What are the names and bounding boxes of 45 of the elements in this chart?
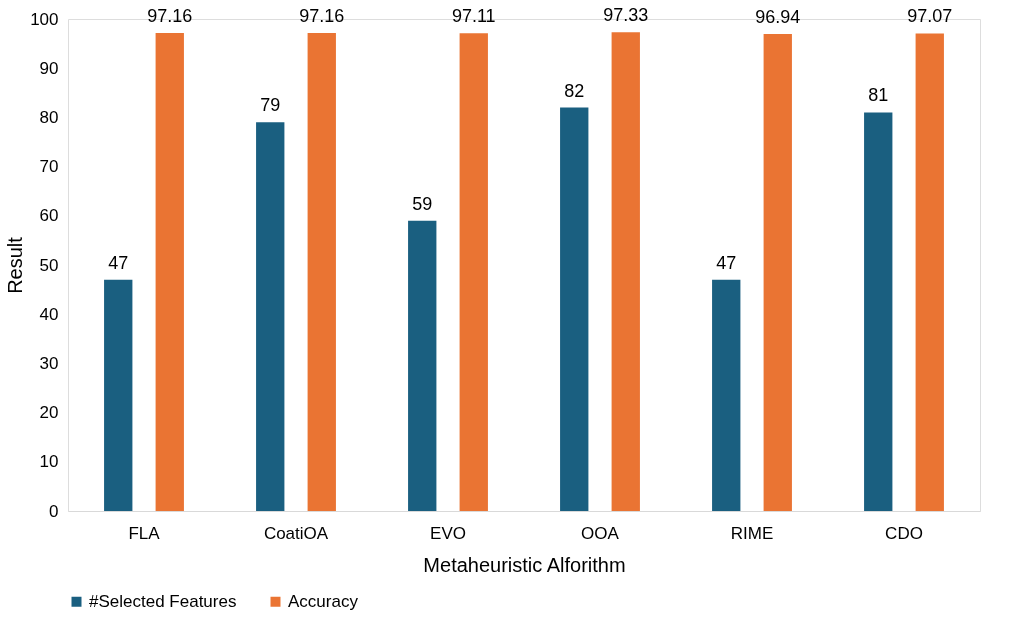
x-tick-label: RIME [730,523,774,543]
data-label: 97.16 [147,5,193,26]
data-label: 97.11 [451,6,496,27]
bar [408,220,437,511]
data-label: 47 [108,252,129,273]
y-tick-label: 20 [39,403,59,423]
y-tick-label: 10 [39,452,59,472]
data-label: 97.07 [907,6,953,27]
x-tick-label: CoatiOA [263,523,329,543]
data-label: 79 [260,95,281,116]
y-tick-label: 100 [30,9,59,29]
bar [864,112,893,511]
y-tick-label: 60 [39,206,59,226]
y-tick-label: 80 [39,107,59,127]
bar [915,33,944,511]
bar [763,34,792,511]
y-tick-label: 40 [39,304,59,324]
y-tick-label: 30 [39,353,59,373]
legend-label: #Selected Features [89,591,237,611]
bar [611,32,640,511]
y-tick-label: 90 [39,58,59,78]
x-tick-label: OOA [581,523,620,543]
bar [307,32,336,511]
x-tick-label: EVO [430,523,466,543]
data-label: 82 [564,80,585,101]
y-tick-label: 0 [49,501,59,521]
y-axis-title: Result [4,236,27,294]
data-label: 47 [716,252,737,273]
bar [459,33,488,511]
data-label: 81 [868,85,889,106]
data-label: 97.16 [299,5,345,26]
x-axis-title: Metaheuristic Alforithm [423,553,626,576]
bar [104,279,133,511]
data-label: 97.33 [603,5,649,26]
bar [560,107,589,511]
x-tick-label: CDO [885,523,923,543]
data-label: 59 [412,193,433,214]
y-tick-label: 70 [39,157,59,177]
data-label: 96.94 [755,7,801,28]
bar [155,32,184,511]
legend-label: Accuracy [288,591,359,611]
bar [712,279,741,511]
y-tick-label: 50 [39,255,59,275]
x-tick-label: FLA [128,523,161,543]
bar [256,122,285,511]
